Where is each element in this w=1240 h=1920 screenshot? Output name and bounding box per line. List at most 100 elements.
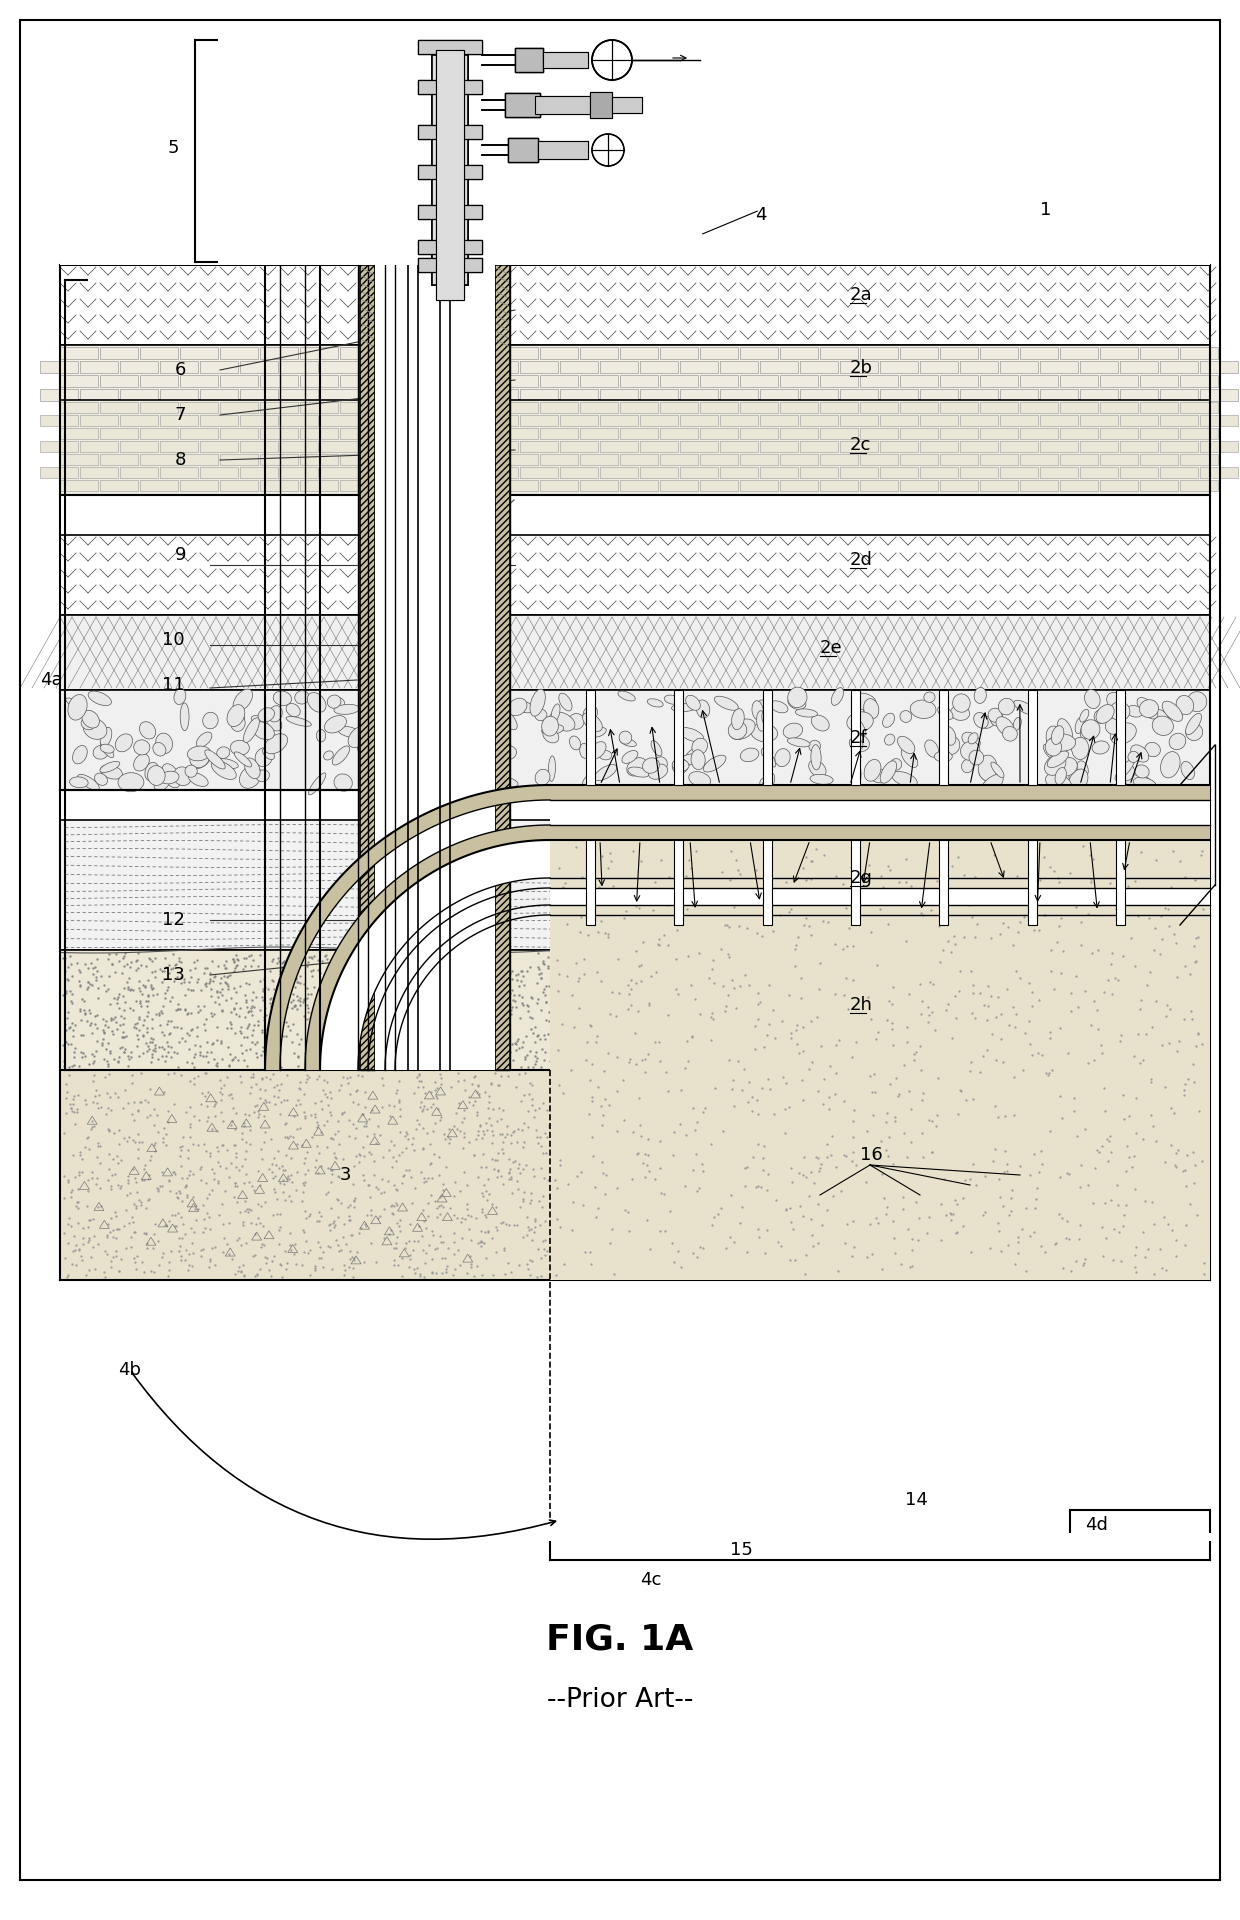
Bar [500,348,538,359]
Ellipse shape [363,760,379,774]
Bar [660,348,698,359]
Ellipse shape [890,758,901,770]
Ellipse shape [93,745,109,758]
Bar [60,399,1210,495]
Bar [620,453,658,465]
Text: 12: 12 [162,910,185,929]
Bar [861,453,898,465]
Bar [260,428,298,440]
Ellipse shape [811,745,821,770]
Ellipse shape [1133,778,1157,791]
Bar [340,401,378,413]
Bar [620,401,658,413]
Bar [418,165,482,179]
Ellipse shape [973,712,988,728]
Bar [820,428,858,440]
Ellipse shape [1137,697,1158,718]
Bar [460,480,498,492]
Bar [280,361,317,372]
Bar [940,453,978,465]
Ellipse shape [582,774,595,793]
Bar [60,480,98,492]
Ellipse shape [901,749,918,768]
Bar [160,442,198,451]
Bar [640,467,678,478]
Bar [360,361,398,372]
Ellipse shape [548,756,556,781]
Text: 4b: 4b [118,1361,141,1379]
Bar [740,480,777,492]
Bar [1140,348,1178,359]
Ellipse shape [100,743,114,758]
Ellipse shape [978,755,997,781]
Ellipse shape [961,760,973,772]
Ellipse shape [1014,701,1035,714]
Ellipse shape [234,753,252,766]
Bar [1159,361,1198,372]
Bar [580,480,618,492]
Bar [539,453,578,465]
Bar [500,374,538,388]
Ellipse shape [148,766,165,785]
Bar [480,467,518,478]
Ellipse shape [1128,751,1140,762]
Ellipse shape [258,708,274,722]
Ellipse shape [517,701,533,712]
Ellipse shape [990,710,1003,726]
Bar [720,361,758,372]
Bar [940,689,949,785]
Bar [60,536,1210,614]
Ellipse shape [309,774,326,795]
Bar [418,81,482,94]
Bar [520,415,558,426]
Bar [920,467,959,478]
Bar [960,467,998,478]
Ellipse shape [808,760,826,778]
Bar [720,467,758,478]
Bar [418,125,482,138]
Bar [1040,442,1078,451]
Bar [418,205,482,219]
Ellipse shape [239,766,262,789]
Bar [418,81,482,94]
Ellipse shape [1078,760,1089,776]
Text: 1: 1 [1040,202,1052,219]
Bar [538,140,588,159]
Ellipse shape [688,772,711,787]
Text: 4d: 4d [1085,1517,1107,1534]
Text: 14: 14 [905,1492,928,1509]
Ellipse shape [118,772,144,791]
Ellipse shape [568,714,584,730]
Ellipse shape [863,708,872,720]
Ellipse shape [243,718,259,743]
Bar [1180,428,1218,440]
Bar [1100,374,1138,388]
Ellipse shape [134,739,150,755]
Ellipse shape [729,718,755,739]
Bar [200,467,238,478]
Bar [1120,467,1158,478]
Ellipse shape [443,693,465,716]
Bar [60,31,1210,265]
Bar [100,401,138,413]
Ellipse shape [1145,743,1161,756]
Bar [580,348,618,359]
Ellipse shape [651,741,662,756]
Ellipse shape [231,714,246,732]
Ellipse shape [559,693,572,710]
Bar [140,453,179,465]
Ellipse shape [458,756,471,772]
Bar [1021,453,1058,465]
Ellipse shape [551,705,560,722]
Bar [900,401,937,413]
Ellipse shape [697,701,709,718]
Bar [440,390,477,401]
Ellipse shape [1002,726,1017,741]
Ellipse shape [952,693,970,712]
Ellipse shape [852,735,869,751]
Bar [861,374,898,388]
Bar [480,415,518,426]
Bar [60,820,1210,950]
Bar [320,415,358,426]
Text: FIG. 1A: FIG. 1A [547,1622,693,1657]
